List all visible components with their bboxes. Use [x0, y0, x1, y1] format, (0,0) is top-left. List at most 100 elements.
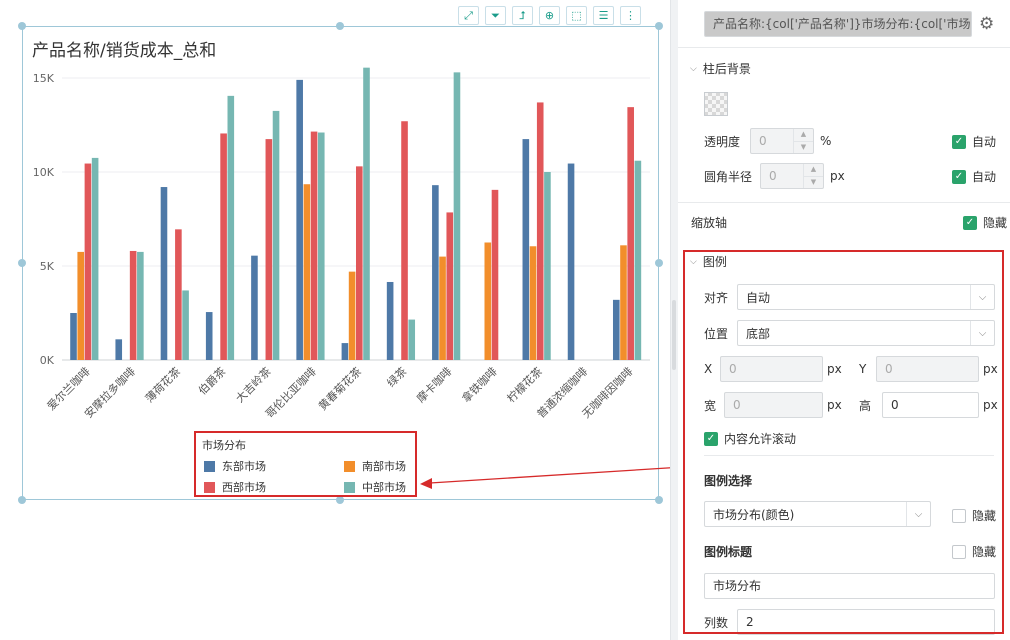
resize-handle-top[interactable]: [336, 22, 344, 30]
checkbox-icon[interactable]: [952, 508, 966, 523]
resize-handle-bottom[interactable]: [336, 496, 344, 504]
chevron-down-icon[interactable]: ⌵: [906, 502, 930, 526]
list-icon[interactable]: ☰: [593, 6, 614, 25]
bar[interactable]: [70, 313, 77, 360]
bar[interactable]: [77, 251, 85, 360]
legend-title-input[interactable]: 市场分布: [704, 573, 995, 599]
chevron-up-icon[interactable]: ▲: [804, 164, 823, 177]
drill-icon[interactable]: ⮥: [512, 6, 533, 25]
bar[interactable]: [386, 281, 394, 360]
legend-field-select[interactable]: 市场分布(颜色) ⌵: [704, 501, 931, 527]
bar[interactable]: [536, 102, 544, 360]
bar[interactable]: [522, 139, 530, 360]
height-input[interactable]: 0: [882, 392, 979, 418]
bar[interactable]: [567, 163, 575, 360]
bar[interactable]: [401, 121, 408, 361]
radius-stepper[interactable]: 0 ▲ ▼: [760, 163, 824, 189]
resize-handle-bottom-left[interactable]: [18, 496, 26, 504]
chevron-down-icon[interactable]: ⌵: [970, 321, 994, 345]
more-icon[interactable]: ⋮: [620, 6, 641, 25]
check-icon[interactable]: ✓: [704, 431, 718, 446]
zoom-axis-hide[interactable]: ✓ 隐藏: [963, 214, 1007, 231]
chevron-up-icon[interactable]: ▲: [794, 129, 813, 142]
legend-select-hide[interactable]: 隐藏: [952, 507, 996, 524]
x-input[interactable]: 0: [720, 356, 823, 382]
bar[interactable]: [348, 271, 356, 360]
bar[interactable]: [446, 212, 454, 360]
bar[interactable]: [544, 172, 551, 360]
bar[interactable]: [408, 319, 416, 360]
bar[interactable]: [317, 132, 325, 360]
bar[interactable]: [115, 339, 123, 360]
bar[interactable]: [310, 131, 318, 360]
bar[interactable]: [529, 246, 537, 360]
bar[interactable]: [272, 110, 280, 361]
bar[interactable]: [363, 67, 370, 360]
resize-handle-top-left[interactable]: [18, 22, 26, 30]
resize-handle-top-right[interactable]: [655, 22, 663, 30]
bar[interactable]: [620, 245, 627, 360]
legend-title-hide[interactable]: 隐藏: [952, 543, 996, 560]
bar[interactable]: [91, 157, 99, 360]
chart-legend[interactable]: 市场分布 东部市场 南部市场 西部市场 中部市场: [194, 431, 417, 497]
y-input[interactable]: 0: [876, 356, 979, 382]
columns-input[interactable]: 2: [737, 609, 995, 635]
bar[interactable]: [612, 299, 620, 360]
bar[interactable]: [182, 290, 189, 360]
checkbox-icon[interactable]: [952, 544, 966, 559]
align-select[interactable]: 自动 ⌵: [737, 284, 995, 310]
legend-item-central[interactable]: 中部市场: [344, 479, 406, 495]
splitter-thumb[interactable]: [672, 300, 676, 370]
section-legend[interactable]: ⌵ 图例: [690, 253, 727, 270]
bar[interactable]: [627, 107, 634, 360]
chevron-down-icon[interactable]: ▼: [810, 177, 817, 186]
scroll-option[interactable]: ✓ 内容允许滚动: [704, 430, 796, 447]
gear-icon[interactable]: ⚙: [979, 14, 995, 34]
background-pattern-swatch[interactable]: [704, 92, 728, 116]
bar[interactable]: [137, 251, 144, 360]
chevron-down-icon[interactable]: ⌵: [970, 285, 994, 309]
bar[interactable]: [356, 166, 363, 360]
select-icon[interactable]: ⬚: [566, 6, 587, 25]
legend-item-south[interactable]: 南部市场: [344, 458, 406, 474]
bar[interactable]: [84, 163, 92, 360]
legend-item-east[interactable]: 东部市场: [204, 458, 266, 474]
zoom-icon[interactable]: ⊕: [539, 6, 560, 25]
bar[interactable]: [491, 189, 499, 360]
bar[interactable]: [341, 343, 349, 360]
section-bar-background[interactable]: ⌵ 柱后背景: [690, 60, 751, 77]
bar[interactable]: [160, 187, 168, 360]
bar[interactable]: [296, 79, 303, 360]
expand-icon[interactable]: ⤢: [458, 6, 479, 25]
bar[interactable]: [220, 133, 227, 360]
bar[interactable]: [251, 255, 258, 360]
bar[interactable]: [205, 312, 213, 360]
width-input[interactable]: 0: [724, 392, 823, 418]
field-expression-input[interactable]: 产品名称:{col['产品名称']}市场分布:{col['市场分...: [704, 11, 972, 37]
bar[interactable]: [634, 160, 642, 360]
bar[interactable]: [129, 250, 137, 360]
bar[interactable]: [439, 256, 446, 360]
bar[interactable]: [484, 242, 492, 361]
opacity-auto[interactable]: ✓ 自动: [952, 133, 996, 150]
resize-handle-left[interactable]: [18, 259, 26, 267]
position-select[interactable]: 底部 ⌵: [737, 320, 995, 346]
bar[interactable]: [175, 229, 182, 360]
filter-icon[interactable]: ⏷: [485, 6, 506, 25]
bar[interactable]: [227, 95, 235, 361]
bar[interactable]: [432, 185, 439, 360]
chevron-down-icon[interactable]: ▼: [800, 142, 807, 151]
check-icon[interactable]: ✓: [952, 169, 966, 184]
check-icon[interactable]: ✓: [952, 134, 966, 149]
bar[interactable]: [265, 139, 273, 360]
bar[interactable]: [453, 72, 461, 361]
resize-handle-bottom-right[interactable]: [655, 496, 663, 504]
position-value: 底部: [746, 326, 771, 341]
legend-item-west[interactable]: 西部市场: [204, 479, 266, 495]
opacity-stepper[interactable]: 0 ▲ ▼: [750, 128, 814, 154]
resize-handle-right[interactable]: [655, 259, 663, 267]
radius-auto[interactable]: ✓ 自动: [952, 168, 996, 185]
bar[interactable]: [303, 184, 311, 360]
check-icon[interactable]: ✓: [963, 215, 977, 230]
x-tick-label: 薄荷花茶: [142, 364, 183, 405]
